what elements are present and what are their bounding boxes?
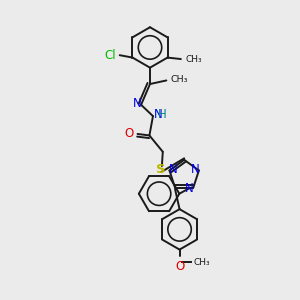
Text: N: N [154, 108, 163, 122]
Text: S: S [157, 163, 166, 176]
Text: O: O [175, 260, 184, 273]
Text: CH₃: CH₃ [170, 75, 188, 84]
Text: N: N [190, 164, 200, 176]
Text: Cl: Cl [104, 49, 116, 62]
Text: CH₃: CH₃ [194, 258, 210, 267]
Text: N: N [133, 97, 142, 110]
Text: N: N [185, 182, 194, 195]
Text: N: N [169, 164, 178, 176]
Text: CH₃: CH₃ [185, 55, 202, 64]
Text: H: H [158, 108, 167, 122]
Text: O: O [125, 127, 134, 140]
